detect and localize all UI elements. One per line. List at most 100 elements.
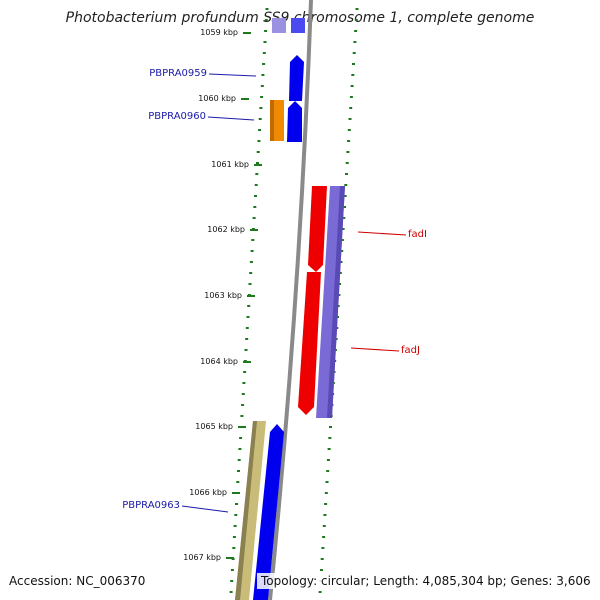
gene-fadj xyxy=(298,272,321,415)
inner-tick-mark xyxy=(235,503,238,505)
inner-tick-mark xyxy=(256,162,259,164)
gene-fadi xyxy=(308,186,327,272)
genome-backbone xyxy=(268,0,313,600)
outer-tick-mark xyxy=(320,558,324,560)
gene-label[interactable]: PBPRA0960 xyxy=(148,111,206,122)
scale-tick-label: 1066 kbp xyxy=(189,488,227,497)
inner-tick-mark xyxy=(229,591,233,593)
inner-tick-mark xyxy=(255,173,259,175)
outer-tick-mark xyxy=(322,525,326,527)
gene-label-leader-line xyxy=(181,505,229,513)
scale-tick-label: 1064 kbp xyxy=(200,357,238,366)
inner-tick-mark xyxy=(249,272,253,274)
inner-tick-mark xyxy=(243,371,247,373)
inner-tick-mark xyxy=(236,481,240,483)
scale-major-tick xyxy=(241,98,249,100)
inner-tick-mark xyxy=(232,547,236,549)
outer-tick-mark xyxy=(321,547,325,549)
gene-label-leader-line xyxy=(357,231,407,236)
inner-tick-mark xyxy=(230,580,234,582)
outer-tick-mark xyxy=(324,492,328,494)
outer-tick-mark xyxy=(341,228,345,230)
outer-tick-mark xyxy=(345,173,348,175)
outer-tick-mark xyxy=(318,591,322,593)
gene-reverse-long-shade xyxy=(327,186,345,418)
gene-label[interactable]: fadJ xyxy=(401,345,420,356)
gene-label[interactable]: fadI xyxy=(408,229,427,240)
outer-tick-mark xyxy=(324,503,328,505)
outer-tick-mark xyxy=(352,52,356,54)
scale-tick-label: 1062 kbp xyxy=(207,225,245,234)
outer-tick-mark xyxy=(347,140,351,142)
inner-tick-mark xyxy=(239,437,243,439)
inner-tick-mark xyxy=(237,470,240,472)
scale-tick-label: 1065 kbp xyxy=(195,422,233,431)
outer-tick-mark xyxy=(338,272,342,274)
inner-tick-mark xyxy=(242,382,246,384)
gene-orange-shade xyxy=(270,100,274,141)
outer-tick-mark xyxy=(354,30,358,32)
scale-major-tick xyxy=(243,361,251,363)
gene-labels: PBPRA0959 PBPRA0960 fadI fadJ PBPRA0963 xyxy=(122,68,427,513)
genome-summary: Topology: circular; Length: 4,085,304 bp… xyxy=(257,573,595,589)
outer-tick-mark xyxy=(323,514,327,516)
outer-tick-mark xyxy=(347,129,351,131)
scale-tick-label: 1067 kbp xyxy=(183,553,221,562)
inner-tick-mark xyxy=(248,283,252,285)
inner-tick-mark xyxy=(238,448,242,450)
gene-label-leader-line xyxy=(350,347,400,352)
accession-text: Accession: NC_006370 xyxy=(9,574,146,588)
gene-pbpra0959 xyxy=(289,55,304,101)
outer-tick-mark xyxy=(352,63,355,65)
gene-label[interactable]: PBPRA0963 xyxy=(122,500,180,511)
inner-tick-mark xyxy=(256,151,260,153)
inner-tick-mark xyxy=(263,41,267,43)
inner-tick-mark xyxy=(262,63,266,65)
outer-tick-mark xyxy=(340,250,344,252)
outer-tick-mark xyxy=(322,536,326,538)
outer-tick-mark xyxy=(351,74,355,76)
scale-major-tick xyxy=(247,295,255,297)
inner-tick-mark xyxy=(230,569,234,571)
inner-tick-mark xyxy=(254,184,258,186)
gene-label-leader-line xyxy=(208,73,257,77)
gene-label-leader-line xyxy=(207,116,255,121)
scale-major-tick xyxy=(243,32,251,34)
inner-tick-mark xyxy=(250,250,254,252)
inner-tick-mark xyxy=(264,30,268,32)
outer-tick-mark xyxy=(325,481,329,483)
gene-top-reverse xyxy=(272,18,286,33)
inner-tick-mark xyxy=(249,261,253,263)
outer-tick-mark xyxy=(320,569,323,571)
outer-tick-mark xyxy=(329,426,332,428)
outer-tick-mark xyxy=(354,19,358,21)
scale-tick-label: 1060 kbp xyxy=(198,94,236,103)
inner-tick-mark xyxy=(232,536,236,538)
scale-major-tick xyxy=(238,426,246,428)
inner-tick-mark xyxy=(234,514,238,516)
outer-tick-mark xyxy=(337,294,341,296)
inner-tick-mark xyxy=(252,217,256,219)
inner-tick-mark xyxy=(262,52,266,54)
inner-tick-mark xyxy=(241,404,245,406)
scale-major-tick xyxy=(250,229,258,231)
gene-top-forward xyxy=(291,18,305,33)
gene-label[interactable]: PBPRA0959 xyxy=(149,68,207,79)
outer-tick-mark xyxy=(339,261,343,263)
outer-tick-mark xyxy=(326,459,330,461)
inner-tick-mark xyxy=(260,85,264,87)
inner-tick-mark xyxy=(257,140,261,142)
inner-tick-mark xyxy=(245,338,249,340)
inner-tick-mark xyxy=(241,393,245,395)
scale-labels: 1059 kbp 1060 kbp 1061 kbp 1062 kbp 1063 kbp… xyxy=(183,28,262,562)
inner-tick-mark xyxy=(254,195,257,197)
outer-tick-mark xyxy=(326,470,330,472)
outer-tick-mark xyxy=(328,437,332,439)
outer-tick-mark xyxy=(343,195,347,197)
inner-tick-mark xyxy=(261,74,265,76)
outer-tick-mark xyxy=(353,41,357,43)
inner-tick-mark xyxy=(233,525,237,527)
inner-tick-mark xyxy=(253,206,257,208)
scale-major-tick xyxy=(226,557,234,559)
